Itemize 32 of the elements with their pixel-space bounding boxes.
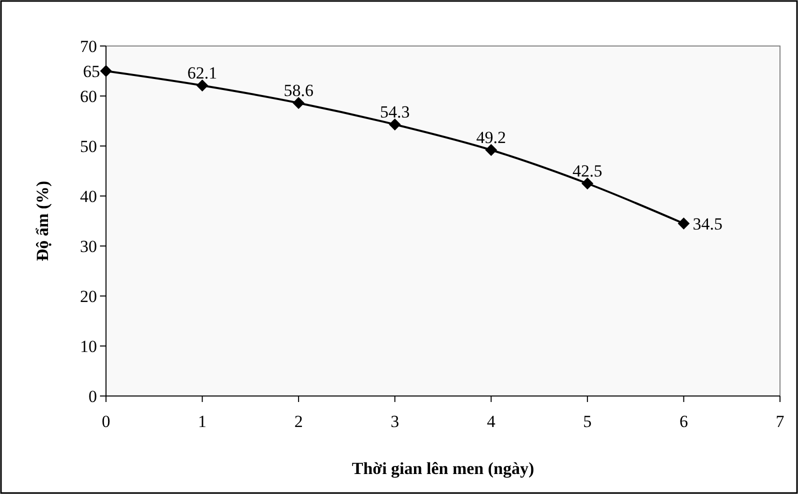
- y-tick-label: 0: [88, 386, 97, 406]
- data-label: 65: [83, 62, 100, 81]
- point: [292, 97, 305, 109]
- data-label: 54.3: [380, 102, 410, 122]
- point: [485, 144, 498, 156]
- data-label: 58.6: [284, 81, 314, 100]
- x-tick-label: 0: [102, 412, 110, 431]
- point: [678, 218, 690, 230]
- point: [100, 65, 112, 77]
- x-tick-label: 5: [583, 412, 592, 431]
- y-tick-label: 40: [80, 186, 97, 206]
- data-label: 34.5: [692, 214, 722, 234]
- y-axis-title: Độ ẩm (%): [33, 180, 52, 262]
- x-tick-label: 7: [776, 412, 785, 431]
- data-label: 42.5: [572, 162, 602, 180]
- x-tick-label: 3: [390, 412, 400, 431]
- data-label: 62.1: [187, 64, 218, 82]
- y-tick-label: 10: [80, 336, 97, 356]
- x-tick-label: 4: [486, 412, 496, 431]
- y-tick-label: 20: [80, 286, 97, 306]
- point: [196, 80, 208, 92]
- y-tick-label: 70: [80, 36, 97, 56]
- point: [581, 178, 594, 190]
- y-tick-label: 60: [80, 86, 97, 106]
- x-axis-title: Thời gian lên men (ngày): [352, 459, 534, 478]
- x-tick-label: 1: [198, 412, 207, 431]
- y-tick-label: 30: [80, 236, 97, 256]
- point: [388, 118, 401, 130]
- x-tick-label: 6: [679, 412, 688, 431]
- data-label: 49.2: [476, 128, 506, 147]
- y-tick-label: 50: [80, 136, 97, 156]
- x-tick-label: 2: [294, 412, 303, 431]
